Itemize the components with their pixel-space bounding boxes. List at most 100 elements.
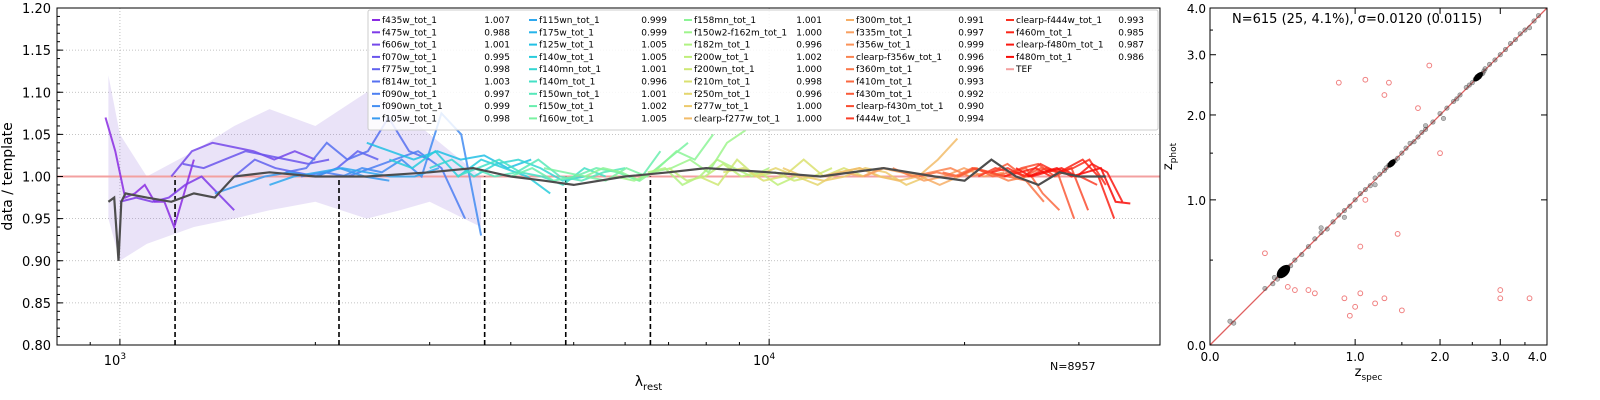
outlier-point <box>1362 196 1369 203</box>
redshift-point <box>1330 219 1336 225</box>
legend-label: f150w_tot_1 <box>539 102 594 112</box>
legend-label: f814w_tot_1 <box>382 78 437 88</box>
legend-value: 1.001 <box>641 90 667 100</box>
filter-series-line <box>456 158 607 187</box>
redshift-point <box>1437 111 1443 117</box>
filter-series-line <box>615 129 747 182</box>
legend-label: f480m_tot_1 <box>1016 53 1072 63</box>
redshift-point <box>1312 236 1318 242</box>
redshift-point <box>1457 92 1463 98</box>
legend-value: 1.003 <box>484 78 510 88</box>
outlier-point <box>1362 76 1369 83</box>
legend-label: f277w_tot_1 <box>694 102 749 112</box>
x-tick-label: 3.0 <box>1491 350 1510 364</box>
residual-count-annotation: N=8957 <box>1050 360 1095 373</box>
filter-series-line <box>892 167 1028 182</box>
legend-value: 0.996 <box>796 41 822 51</box>
legend-value: 1.001 <box>641 65 667 75</box>
redshift-point <box>1324 226 1330 232</box>
redshift-point <box>1399 150 1405 156</box>
redshift-point <box>1451 98 1457 104</box>
residual-x-ticks: 103 104 <box>56 339 1161 369</box>
outlier-point <box>1526 295 1533 302</box>
y-tick-label: 1.10 <box>22 86 51 101</box>
y-tick-label: 1.20 <box>22 2 51 17</box>
redshift-point <box>1372 175 1378 181</box>
x-tick-label: 103 <box>104 352 126 369</box>
legend-label: f360m_tot_1 <box>856 65 912 75</box>
filter-residual-series <box>104 111 1131 236</box>
filter-series-line <box>472 158 626 182</box>
filter-series-line <box>1015 162 1124 203</box>
outlier-point <box>1341 295 1348 302</box>
legend-label: f356w_tot_1 <box>856 41 911 51</box>
redshift-point <box>1367 183 1373 189</box>
redshift-point <box>1502 47 1508 53</box>
legend-value: 1.005 <box>641 53 667 63</box>
filter-series-line <box>991 158 1107 186</box>
legend-label: f140m_tot_1 <box>539 78 595 88</box>
residual-y-ticks: 0.80 0.85 0.90 0.95 1.00 1.05 1.10 1.15 1.20 <box>22 2 63 354</box>
filter-series-line <box>170 141 316 178</box>
outlier-point <box>1284 283 1291 290</box>
legend-value: 0.998 <box>484 65 510 75</box>
outlier-point <box>1346 312 1353 319</box>
legend-value: 1.001 <box>796 16 822 26</box>
redshift-point <box>1305 244 1311 250</box>
redshift-point <box>1482 66 1488 72</box>
legend-label: f775w_tot_1 <box>382 65 437 75</box>
redshift-ticks: 0.0 1.0 2.0 3.0 4.0 0.0 1.0 2.0 3.0 4.0 <box>1187 2 1548 364</box>
legend-label: clearp-f356w_tot_1 <box>856 53 942 63</box>
residual-legend: f435w_tot_1 1.007 f475w_tot_1 0.988 f606w_to… <box>367 9 1159 131</box>
legend-value: 1.001 <box>484 41 510 51</box>
y-tick-label: 0.80 <box>22 339 51 354</box>
legend-value: 0.996 <box>958 53 984 63</box>
x-tick-label: 0.0 <box>1200 350 1219 364</box>
legend-value: 0.995 <box>484 53 510 63</box>
redshift-point <box>1507 41 1513 47</box>
legend-value: 0.997 <box>484 90 510 100</box>
redshift-point <box>1512 37 1518 43</box>
redshift-panel: 0.0 1.0 2.0 3.0 4.0 0.0 1.0 2.0 3.0 4.0 N=615 (25… <box>1161 2 1548 383</box>
legend-label: f150w2-f162m_tot_1 <box>694 28 787 38</box>
legend-value: 0.993 <box>958 78 984 88</box>
legend-label: f606w_tot_1 <box>382 41 437 51</box>
legend-value: 0.996 <box>796 90 822 100</box>
y-tick-label: 0.85 <box>22 297 51 312</box>
legend-label: clearp-f480m_tot_1 <box>1016 41 1104 51</box>
redshift-point <box>1271 275 1277 281</box>
redshift-x-axis-label: zspec <box>1355 365 1383 383</box>
outlier-point <box>1305 287 1312 293</box>
outlier-point <box>1357 290 1364 297</box>
legend-value: 0.992 <box>958 90 984 100</box>
outlier-point <box>1437 150 1443 157</box>
outlier-point <box>1381 295 1388 302</box>
legend-value: 0.993 <box>1118 16 1144 26</box>
y-tick-label: 3.0 <box>1187 49 1206 63</box>
legend-value: 0.999 <box>641 16 667 26</box>
legend-value: 1.000 <box>796 102 822 112</box>
legend-label: f105w_tot_1 <box>382 114 437 124</box>
legend-label: f300m_tot_1 <box>856 16 912 26</box>
residual-x-axis-label: λrest <box>635 374 663 393</box>
legend-label: f430m_tot_1 <box>856 90 912 100</box>
legend-label: f160w_tot_1 <box>539 114 594 124</box>
redshift-y-axis-label: zphot <box>1161 142 1179 170</box>
dense-cluster <box>1276 264 1291 279</box>
one-to-one-line <box>1209 7 1548 346</box>
legend-label: f200w_tot_1 <box>694 53 749 63</box>
redshift-point <box>1383 165 1389 171</box>
x-tick-label: 2.0 <box>1430 350 1449 364</box>
legend-label: f435w_tot_1 <box>382 16 437 26</box>
legend-value: 0.986 <box>1118 53 1144 63</box>
legend-label: f090wn_tot_1 <box>382 102 443 112</box>
redshift-point <box>1531 18 1537 24</box>
outlier-point <box>1262 250 1268 257</box>
redshift-point <box>1423 123 1429 129</box>
legend-label: f250m_tot_1 <box>694 90 750 100</box>
y-tick-label: 1.15 <box>22 44 51 59</box>
legend-value: 0.987 <box>1118 41 1144 51</box>
redshift-point <box>1357 191 1363 197</box>
redshift-point <box>1517 31 1523 37</box>
